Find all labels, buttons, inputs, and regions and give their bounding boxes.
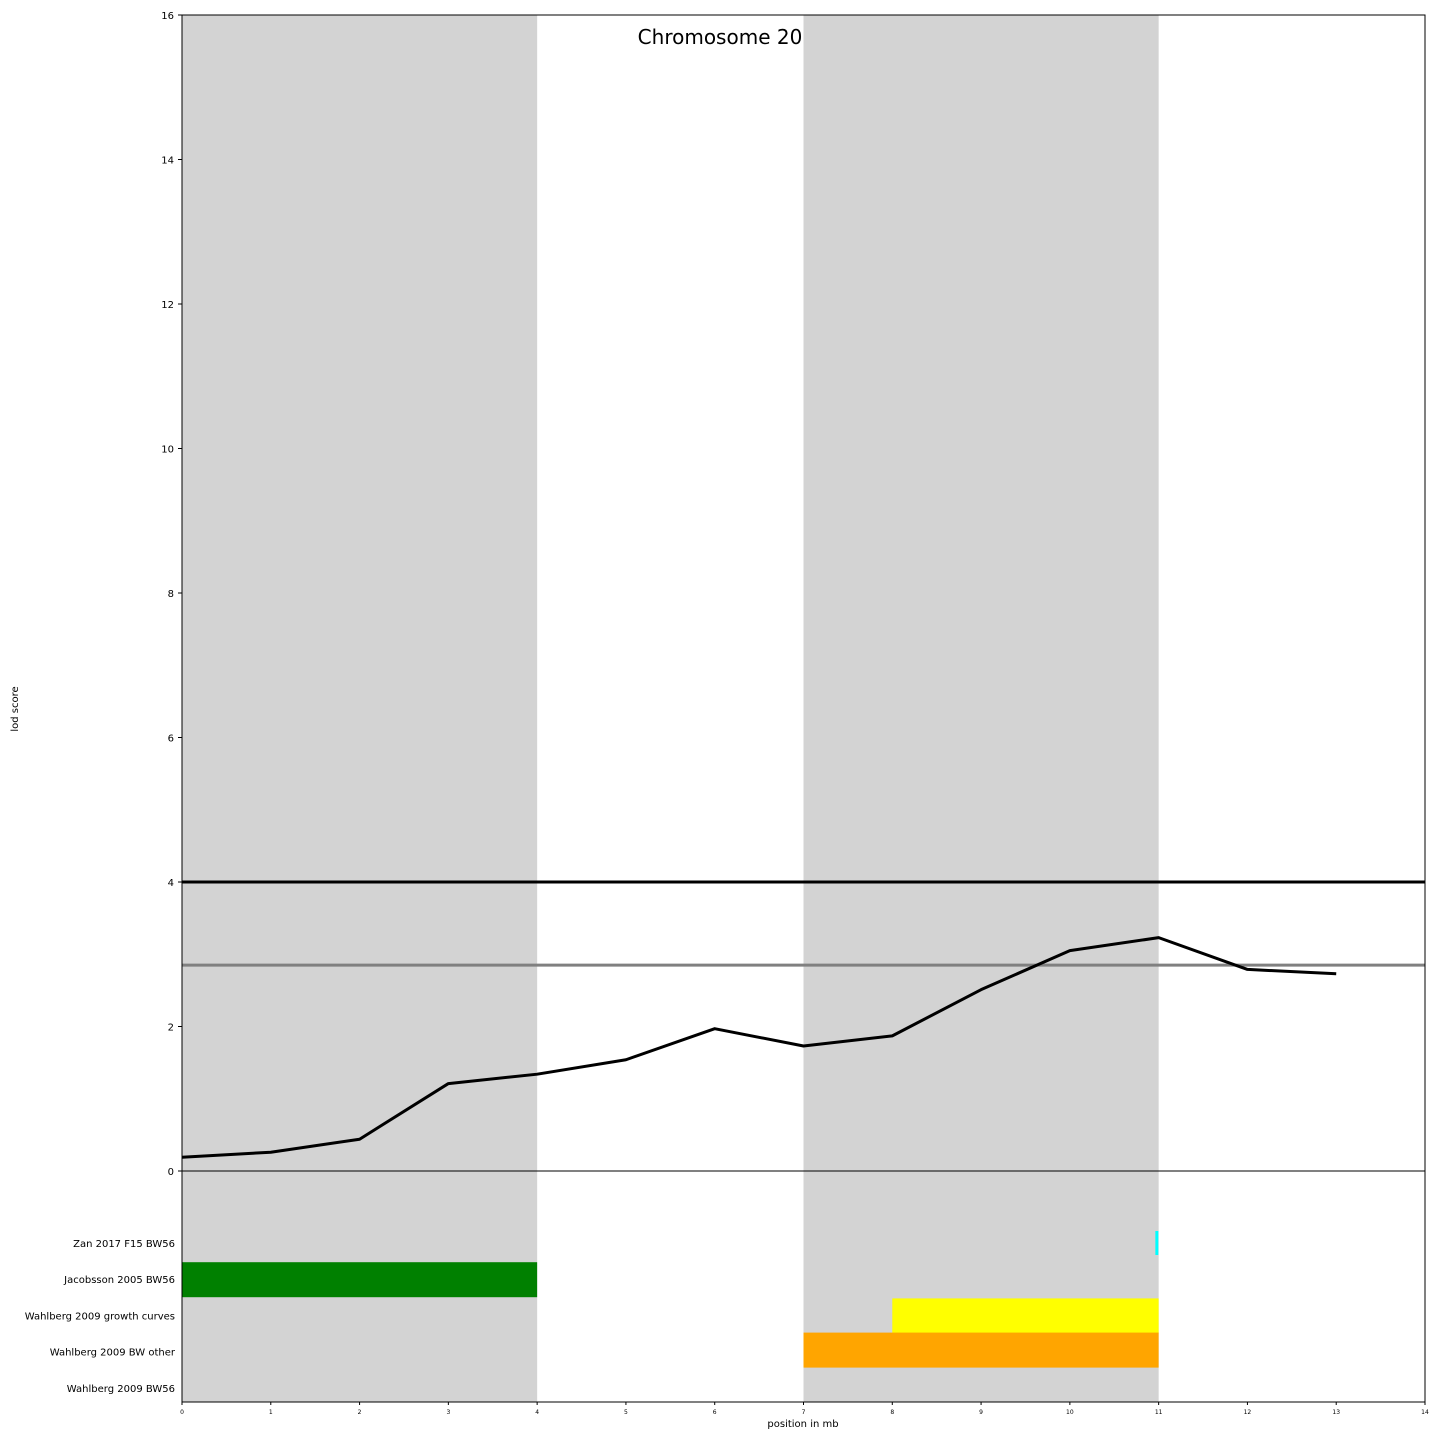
series-line-0 [181, 936, 1337, 1159]
qtl-interval-1-0 [182, 1262, 538, 1298]
background-band-0 [182, 15, 538, 1402]
y-tick-label: 8 [168, 589, 174, 600]
background-bands [182, 15, 1159, 1402]
qtl-interval-2-0 [892, 1298, 1159, 1334]
qtl-interval-0-0 [1155, 1231, 1159, 1255]
track-label: Wahlberg 2009 growth curves [25, 1311, 175, 1322]
chart-title: Chromosome 20 [638, 25, 803, 49]
y-axis-label: lod score [10, 686, 21, 731]
x-tick-label: 7 [802, 1409, 806, 1416]
x-tick-label: 3 [446, 1409, 450, 1416]
x-tick-label: 10 [1066, 1409, 1074, 1416]
x-tick-label: 4 [535, 1409, 539, 1416]
y-tick-label: 14 [161, 156, 174, 167]
track-label: Zan 2017 F15 BW56 [73, 1239, 175, 1250]
x-tick-label: 1 [269, 1409, 273, 1416]
x-tick-label: 6 [713, 1409, 717, 1416]
y-tick-label: 10 [161, 445, 174, 456]
y-tick-label: 4 [168, 878, 174, 889]
y-tick-label: 12 [161, 300, 174, 311]
track-label: Wahlberg 2009 BW56 [67, 1384, 175, 1395]
y-tick-label: 6 [168, 734, 174, 745]
x-tick-label: 8 [890, 1409, 894, 1416]
x-tick-label: 9 [979, 1409, 983, 1416]
x-tick-label: 5 [624, 1409, 628, 1416]
track-labels: Zan 2017 F15 BW56 Jacobsson 2005 BW56 Wahl… [25, 1239, 176, 1395]
y-tick-label: 16 [161, 11, 174, 22]
x-tick-label: 0 [180, 1409, 184, 1416]
track-label: Wahlberg 2009 BW other [50, 1348, 176, 1359]
qtl-interval-3-0 [803, 1332, 1159, 1368]
x-tick-label: 12 [1244, 1409, 1252, 1416]
track-label: Jacobsson 2005 BW56 [63, 1275, 175, 1286]
x-tick-label: 14 [1421, 1409, 1429, 1416]
lod-series [181, 936, 1337, 1159]
x-tick-label: 2 [358, 1409, 362, 1416]
x-tick-label: 11 [1155, 1409, 1163, 1416]
background-band-1 [803, 15, 1159, 1402]
y-tick-label: 0 [168, 1167, 174, 1178]
y-tick-label: 2 [168, 1023, 174, 1034]
qtl-tracks [182, 1231, 1159, 1368]
x-tick-label: 13 [1332, 1409, 1340, 1416]
threshold-lines [182, 880, 1425, 967]
x-axis-label: position in mb [767, 1419, 838, 1430]
